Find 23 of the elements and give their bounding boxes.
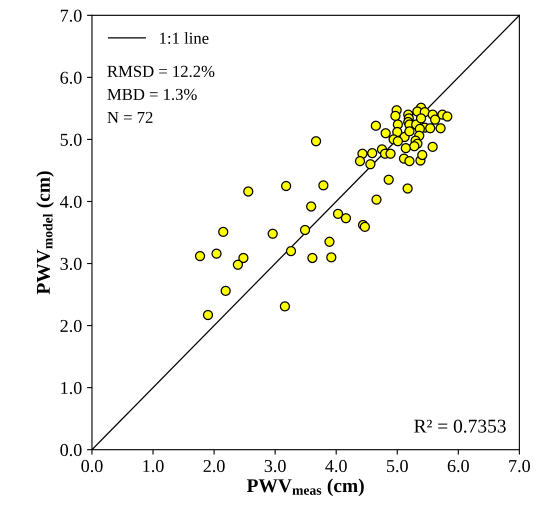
y-axis-title: PWV$_{model}$ (cm) <box>36 171 54 294</box>
x-tick-label: 5.0 <box>387 460 408 472</box>
annotation: R² = 0.7353 <box>414 420 506 433</box>
x-tick-label: 6.0 <box>448 460 469 472</box>
y-tick-label: 5.0 <box>60 134 82 146</box>
y-tick-label: 6.0 <box>60 72 82 84</box>
x-tick-label: 1.0 <box>143 460 164 472</box>
x-tick-label: 2.0 <box>204 460 225 472</box>
x-tick-label: 3.0 <box>264 460 286 472</box>
y-tick-label: 1.0 <box>61 382 82 394</box>
y-tick-label: 0.0 <box>60 444 82 456</box>
annotation: RMSD = 12.2% <box>107 66 214 78</box>
y-tick-label: 7.0 <box>60 10 82 22</box>
x-tick-label: 0.0 <box>81 460 103 472</box>
y-tick-label: 3.0 <box>60 258 82 270</box>
annotation: N = 72 <box>107 112 152 123</box>
x-tick-label: 4.0 <box>325 460 347 472</box>
x-tick-label: 7.0 <box>509 460 530 472</box>
x-axis-title: PWV$_{meas}$ (cm) <box>246 478 364 496</box>
legend-label: 1:1 line <box>160 32 209 44</box>
y-tick-label: 4.0 <box>60 196 82 208</box>
y-tick-label: 2.0 <box>60 320 82 332</box>
annotation: MBD = 1.3% <box>107 88 197 100</box>
